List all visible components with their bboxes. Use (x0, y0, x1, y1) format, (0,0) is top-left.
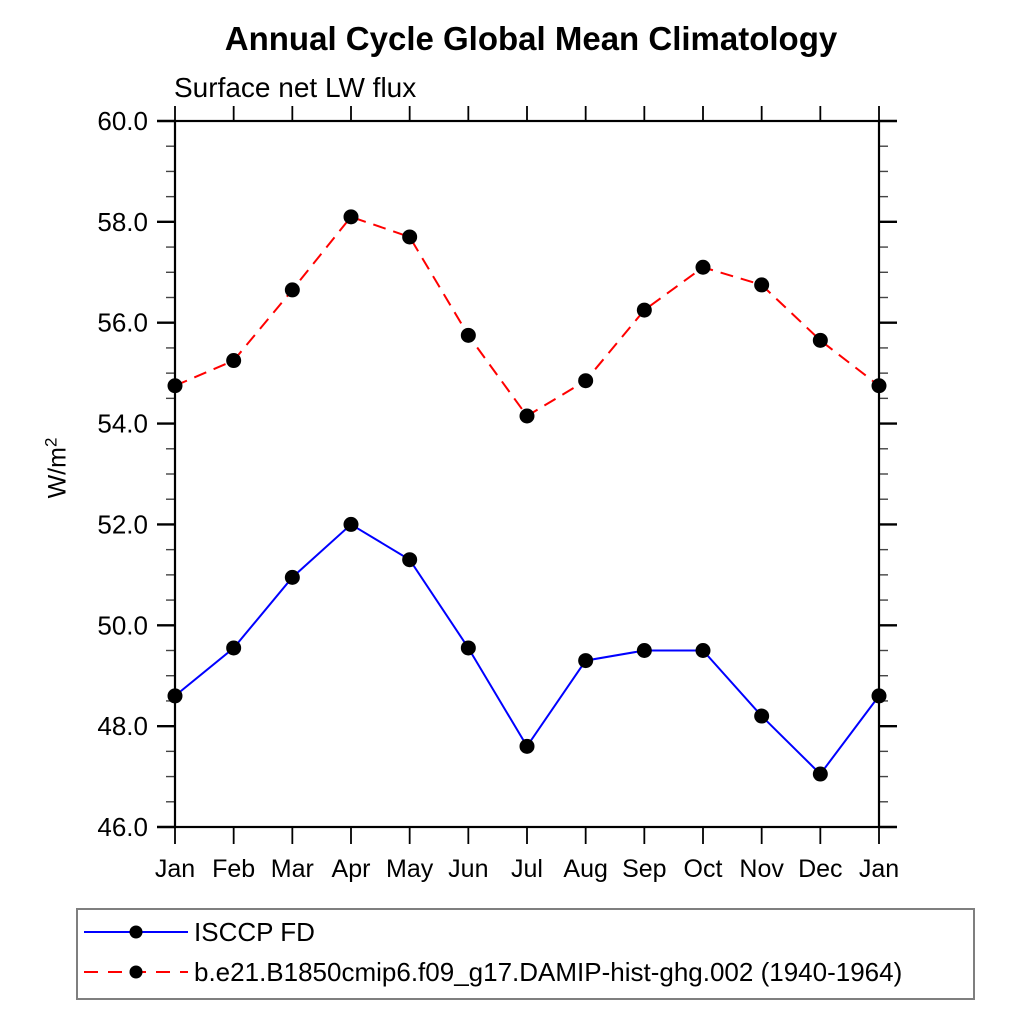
x-tick-label: May (386, 855, 434, 883)
data-point-series-1 (695, 259, 711, 275)
legend-label-series-1: b.e21.B1850cmip6.f09_g17.DAMIP-hist-ghg.… (194, 956, 903, 987)
data-point-series-0 (754, 708, 770, 724)
data-point-series-1 (754, 277, 770, 293)
plot-frame (173, 119, 881, 829)
y-tick-label: 50.0 (97, 610, 148, 640)
chart-title: Annual Cycle Global Mean Climatology (224, 20, 838, 57)
x-tick-label: Sep (622, 855, 666, 883)
data-point-series-0 (871, 688, 887, 704)
data-point-series-1 (167, 378, 183, 394)
y-tick-label: 56.0 (97, 308, 148, 338)
x-tick-label: Apr (332, 855, 371, 883)
data-point-series-1 (343, 209, 359, 225)
data-point-series-0 (812, 766, 828, 782)
x-tick-label: Jan (155, 855, 195, 883)
legend-item-isccp-fd: ISCCP FD (82, 916, 315, 947)
data-point-series-1 (226, 353, 242, 369)
legend-sample-solid-line (84, 925, 188, 939)
data-point-series-1 (460, 327, 476, 343)
x-tick-label: Jan (859, 855, 899, 883)
x-tick-label: Mar (271, 855, 314, 883)
y-tick-label: 52.0 (97, 509, 148, 539)
data-point-series-1 (871, 378, 887, 394)
x-tick-label: Jul (511, 855, 543, 883)
data-point-series-1 (402, 229, 418, 245)
data-point-series-0 (636, 643, 652, 658)
legend-sample-dashed-line (84, 965, 188, 979)
y-tick-label: 60.0 (97, 106, 148, 136)
y-tick-label: 46.0 (97, 812, 148, 842)
legend-marker-dot (129, 925, 143, 939)
x-tick-label: Feb (212, 855, 255, 883)
chart-subtitle: Surface net LW flux (174, 72, 417, 103)
data-point-series-0 (695, 643, 711, 658)
data-point-series-0 (402, 552, 418, 568)
data-point-series-0 (578, 653, 594, 669)
data-point-series-0 (284, 569, 300, 585)
y-tick-label: 54.0 (97, 409, 148, 439)
y-tick-label: 48.0 (97, 711, 148, 741)
legend-item-model-run: b.e21.B1850cmip6.f09_g17.DAMIP-hist-ghg.… (82, 956, 903, 987)
series-line-0 (174, 523, 880, 776)
x-tick-label: Aug (563, 855, 607, 883)
data-point-series-0 (460, 640, 476, 656)
x-tick-label: Dec (798, 855, 842, 883)
data-point-series-1 (636, 302, 652, 318)
data-point-series-0 (167, 688, 183, 704)
x-tick-label: Jun (448, 855, 488, 883)
legend-label-series-0: ISCCP FD (194, 916, 315, 947)
data-point-series-0 (519, 738, 535, 754)
legend-marker-dot (129, 965, 143, 979)
data-point-series-1 (284, 282, 300, 298)
x-tick-label: Oct (684, 855, 723, 883)
legend: ISCCP FD b.e21.B1850cmip6.f09_g17.DAMIP-… (76, 908, 975, 1000)
y-tick-label: 58.0 (97, 207, 148, 237)
data-point-series-0 (343, 516, 359, 532)
data-point-series-1 (578, 373, 594, 389)
data-point-series-0 (226, 640, 242, 656)
data-point-series-1 (519, 408, 535, 424)
x-tick-label: Nov (739, 855, 784, 883)
series-line-1 (174, 215, 880, 418)
data-point-series-1 (812, 332, 828, 348)
